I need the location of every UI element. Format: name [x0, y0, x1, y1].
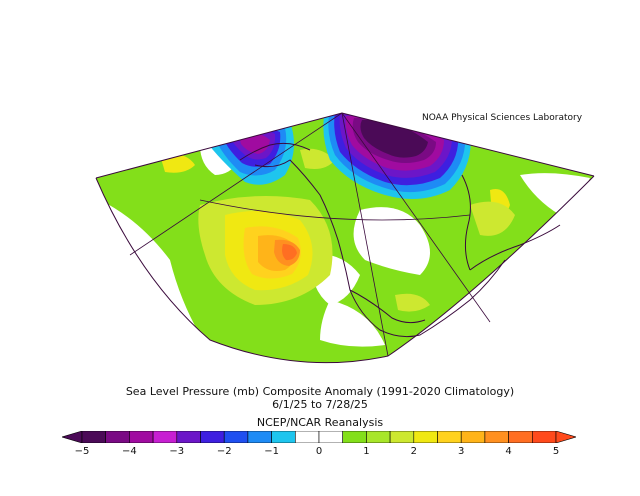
colorbar-bin [271, 431, 296, 443]
colorbar-min-arrow [62, 431, 83, 443]
colorbar-tick-label: −5 [74, 446, 90, 457]
colorbar-bin [176, 431, 201, 443]
colorbar-tick-label: 1 [363, 446, 370, 457]
colorbar-bin [105, 431, 130, 443]
colorbar-bin [200, 431, 225, 443]
map-fill [96, 113, 594, 363]
colorbar-tick-label: −2 [216, 446, 232, 457]
colorbar-bin [366, 431, 391, 443]
colorbar-bin [389, 431, 415, 443]
colorbar-bin [295, 431, 320, 443]
colorbar-bin [342, 431, 367, 443]
colorbar-bin [318, 431, 344, 443]
colorbar-tick-label: 4 [505, 446, 512, 457]
map-lines [95, 112, 595, 364]
colorbar-bin [437, 431, 462, 443]
colorbar-bin [247, 431, 272, 443]
colorbar-tick-label: 0 [315, 446, 323, 457]
colorbar-bin [460, 431, 486, 443]
colorbar-max-arrow [555, 431, 576, 443]
colorbar-bin [484, 431, 509, 443]
colorbar-tick-label: −1 [264, 446, 279, 457]
colorbar-tick-label: −4 [122, 446, 137, 457]
colorbar-tick-label: −3 [169, 446, 185, 457]
colorbar [62, 431, 576, 443]
colorbar-bin [152, 431, 178, 443]
colorbar-bin [223, 431, 249, 443]
colorbar-bin [508, 431, 533, 443]
title-line-3: NCEP/NCAR Reanalysis [256, 416, 384, 429]
colorbar-bin [129, 431, 154, 443]
colorbar-tick-label: 3 [458, 446, 465, 457]
title-line-2: 6/1/25 to 7/28/25 [272, 398, 368, 411]
colorbar-bin [531, 431, 557, 443]
colorbar-tick-labels: −5 −4 −3 −2 −1 0 1 2 3 4 5 [0, 446, 640, 460]
colorbar-tick-label: 5 [552, 446, 560, 457]
title-line-1: Sea Level Pressure (mb) Composite Anomal… [125, 385, 515, 398]
colorbar-tick-label: 2 [410, 446, 417, 457]
colorbar-bin [81, 431, 107, 443]
colorbar-bin [413, 431, 438, 443]
credit-label: NOAA Physical Sciences Laboratory [422, 113, 583, 123]
